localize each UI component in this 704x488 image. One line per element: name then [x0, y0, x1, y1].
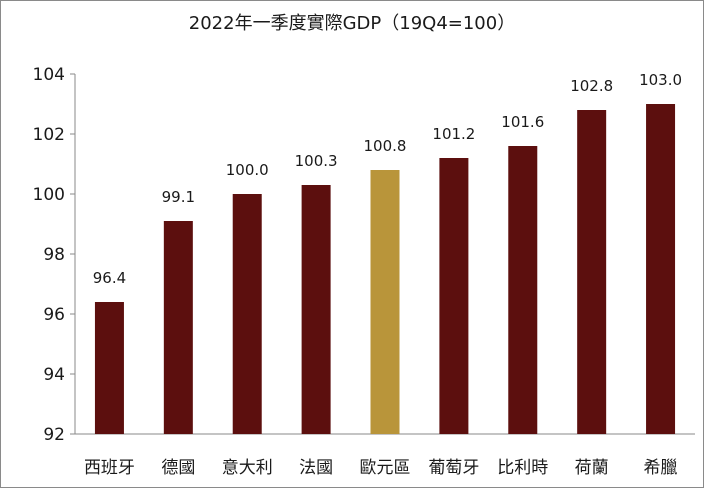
x-tick-label: 法國	[299, 458, 333, 478]
x-tick-label: 荷蘭	[575, 458, 609, 478]
data-label: 103.0	[639, 71, 682, 89]
data-label: 100.8	[364, 137, 407, 155]
data-label: 99.1	[162, 188, 195, 206]
data-label: 101.6	[501, 113, 544, 131]
bar	[439, 158, 469, 434]
y-tick-label: 104	[33, 65, 65, 85]
bar	[163, 221, 193, 434]
y-tick-label: 94	[43, 365, 65, 385]
x-tick-label: 意大利	[222, 458, 273, 478]
data-label: 96.4	[93, 269, 126, 287]
bar	[301, 185, 331, 434]
chart-title: 2022年一季度實際GDP（19Q4=100）	[188, 13, 516, 34]
y-tick-label: 96	[43, 305, 65, 325]
data-label: 100.3	[295, 152, 338, 170]
bar	[577, 110, 607, 434]
data-label: 100.0	[226, 161, 269, 179]
y-tick-label: 92	[43, 425, 65, 445]
bar	[232, 194, 262, 434]
x-tick-label: 歐元區	[360, 458, 411, 478]
x-tick-label: 德國	[161, 458, 195, 478]
y-tick-label: 102	[33, 125, 65, 145]
y-tick-label: 100	[33, 185, 65, 205]
data-label: 101.2	[432, 125, 475, 143]
bar	[370, 170, 400, 434]
x-tick-label: 葡萄牙	[428, 458, 479, 478]
data-label: 102.8	[570, 77, 613, 95]
x-tick-label: 希臘	[644, 458, 678, 478]
bar	[646, 104, 676, 434]
x-tick-label: 比利時	[497, 458, 548, 478]
y-tick-label: 98	[43, 245, 65, 265]
bar	[94, 302, 124, 434]
x-tick-label: 西班牙	[84, 458, 135, 478]
bar	[508, 146, 538, 434]
